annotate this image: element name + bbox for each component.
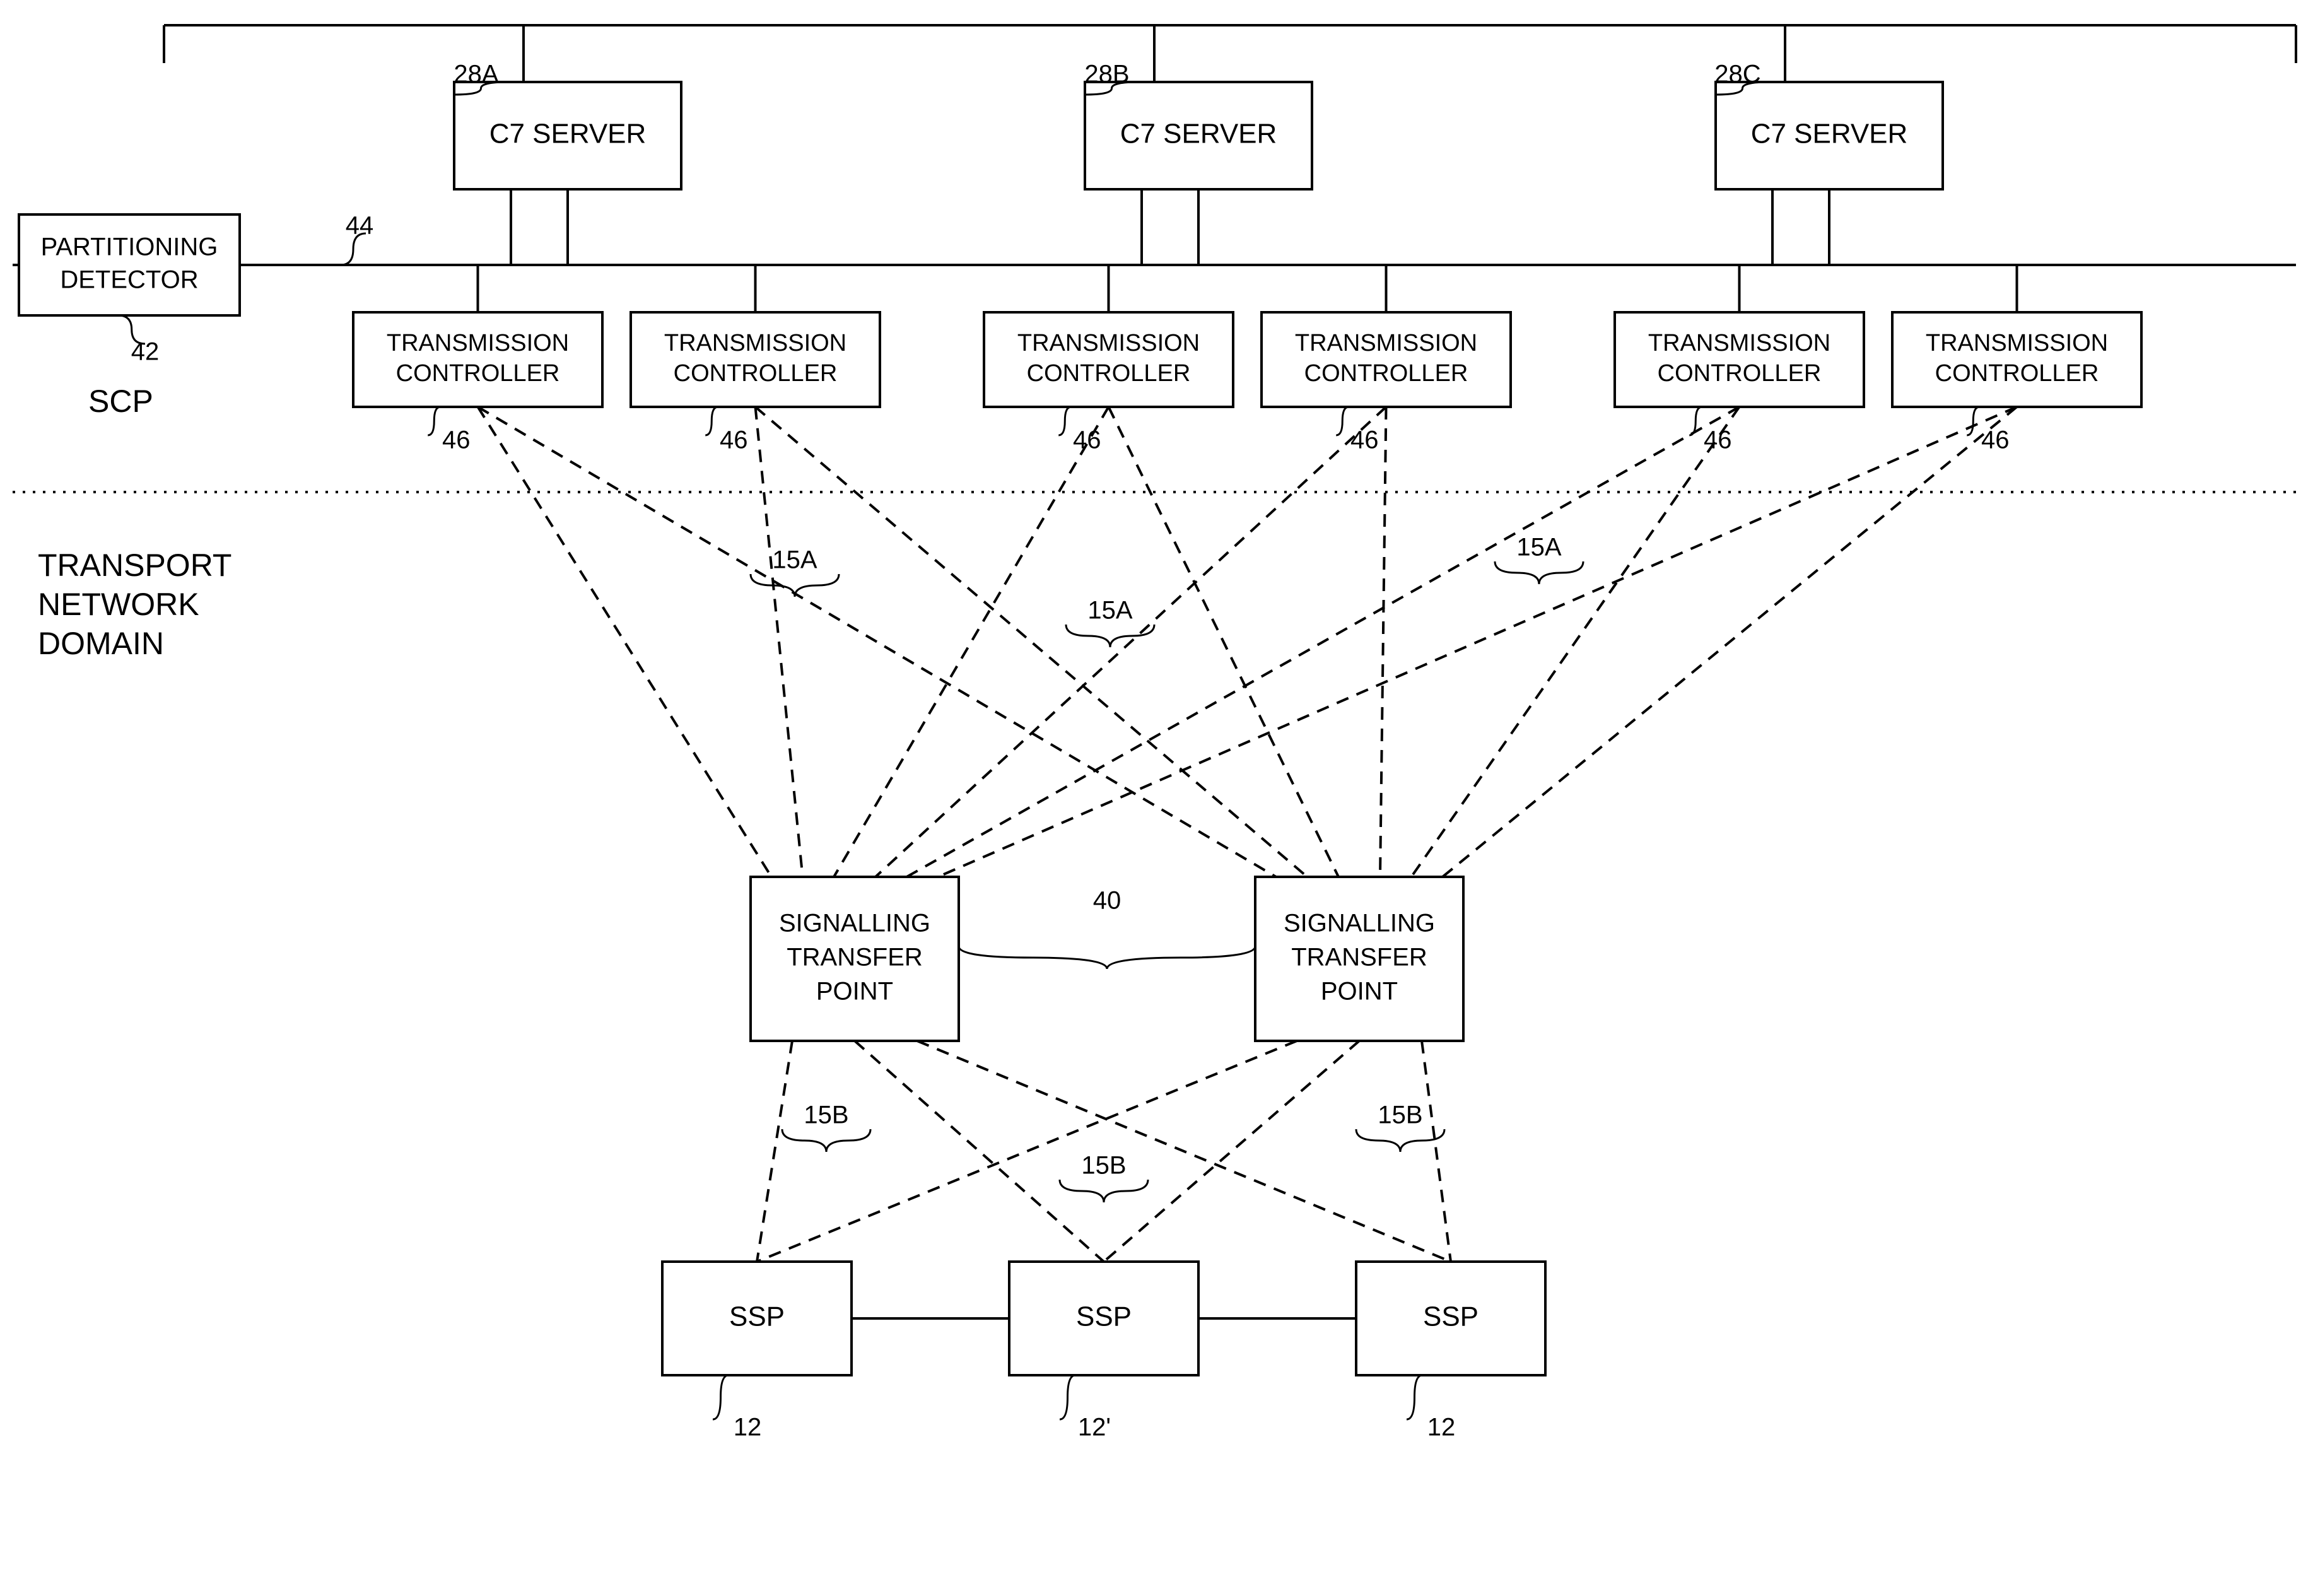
ssp-label: SSP bbox=[1423, 1301, 1479, 1332]
transmission-controller bbox=[1262, 312, 1511, 407]
stp-label: POINT bbox=[1321, 978, 1398, 1006]
brace-40 bbox=[959, 946, 1255, 969]
tx-controller-label: TRANSMISSION bbox=[1295, 330, 1477, 356]
transport-domain-label: TRANSPORT bbox=[38, 548, 231, 583]
link-tx-stp bbox=[1380, 407, 1386, 877]
ref-15B: 15B bbox=[1378, 1101, 1422, 1129]
link-tx-stp bbox=[1443, 407, 2017, 877]
tx-controller-label: CONTROLLER bbox=[396, 360, 560, 387]
ref-15A: 15A bbox=[1516, 534, 1561, 561]
stp-label: SIGNALLING bbox=[1284, 910, 1435, 937]
ref-46: 46 bbox=[442, 426, 471, 454]
transmission-controller bbox=[984, 312, 1233, 407]
ref-28: 28A bbox=[454, 61, 498, 88]
stp-label: SIGNALLING bbox=[779, 910, 930, 937]
tx-controller-label: TRANSMISSION bbox=[1648, 330, 1830, 356]
leader-46 bbox=[428, 407, 440, 435]
link-stp-ssp bbox=[757, 1041, 792, 1262]
partitioning-detector bbox=[19, 214, 240, 315]
ref-40: 40 bbox=[1093, 887, 1121, 915]
link-stp-ssp bbox=[757, 1041, 1297, 1262]
link-stp-ssp bbox=[1104, 1041, 1359, 1262]
leader-46 bbox=[1336, 407, 1349, 435]
c7-server-label: C7 SERVER bbox=[489, 119, 647, 150]
ref-28: 28B bbox=[1084, 61, 1129, 88]
brace-15B bbox=[1356, 1129, 1444, 1152]
ssp-label: SSP bbox=[1076, 1301, 1132, 1332]
brace-15B bbox=[1060, 1180, 1148, 1202]
stp-label: TRANSFER bbox=[1291, 944, 1427, 971]
leader-12 bbox=[1407, 1375, 1422, 1419]
link-tx-stp bbox=[938, 407, 2017, 877]
ref-12: 12' bbox=[1078, 1414, 1111, 1441]
ref-46: 46 bbox=[1350, 426, 1379, 454]
partitioning-detector-label: PARTITIONING bbox=[41, 233, 218, 261]
leader-46 bbox=[1058, 407, 1071, 435]
network-diagram: PARTITIONING DETECTOR 42 44 SCP C7 SERVER 28A C… bbox=[0, 0, 2313, 1596]
ref-15B: 15B bbox=[1081, 1152, 1126, 1180]
leader-12 bbox=[713, 1375, 729, 1419]
c7-server-label: C7 SERVER bbox=[1120, 119, 1277, 150]
transport-domain-label: NETWORK bbox=[38, 587, 199, 622]
link-tx-stp bbox=[1412, 407, 1740, 877]
tx-controller-label: CONTROLLER bbox=[1304, 360, 1468, 387]
tx-controller-label: CONTROLLER bbox=[1935, 360, 2099, 387]
scp-label: SCP bbox=[88, 384, 153, 419]
link-tx-stp bbox=[1109, 407, 1339, 877]
tx-controller-label: TRANSMISSION bbox=[1017, 330, 1200, 356]
tx-controller-label: CONTROLLER bbox=[1658, 360, 1822, 387]
ref-28: 28C bbox=[1714, 61, 1760, 88]
link-stp-ssp bbox=[855, 1041, 1104, 1262]
leader-46 bbox=[705, 407, 718, 435]
tx-controller-label: CONTROLLER bbox=[1027, 360, 1191, 387]
ref-44: 44 bbox=[346, 212, 374, 240]
ref-12: 12 bbox=[734, 1414, 762, 1441]
c7-server-label: C7 SERVER bbox=[1751, 119, 1908, 150]
brace-15B bbox=[782, 1129, 870, 1152]
ref-46: 46 bbox=[1981, 426, 2010, 454]
ref-42: 42 bbox=[131, 338, 160, 366]
tx-controller-label: TRANSMISSION bbox=[664, 330, 846, 356]
link-tx-stp bbox=[478, 407, 1277, 877]
transmission-controller bbox=[1615, 312, 1864, 407]
link-tx-stp bbox=[756, 407, 803, 877]
tx-controller-label: TRANSMISSION bbox=[1926, 330, 2108, 356]
ref-12: 12 bbox=[1427, 1414, 1456, 1441]
brace-15A bbox=[751, 574, 839, 597]
brace-15A bbox=[1066, 625, 1154, 647]
link-tx-stp bbox=[478, 407, 772, 877]
leader-12 bbox=[1060, 1375, 1075, 1419]
transmission-controller bbox=[631, 312, 880, 407]
transport-domain-label: DOMAIN bbox=[38, 626, 164, 661]
ref-15A: 15A bbox=[1087, 597, 1132, 625]
leader-46 bbox=[1967, 407, 1979, 435]
ssp-label: SSP bbox=[729, 1301, 785, 1332]
tx-controller-label: CONTROLLER bbox=[674, 360, 838, 387]
ref-46: 46 bbox=[720, 426, 748, 454]
transmission-controller bbox=[1892, 312, 2141, 407]
ref-46: 46 bbox=[1073, 426, 1101, 454]
link-tx-stp bbox=[907, 407, 1740, 877]
link-stp-ssp bbox=[917, 1041, 1451, 1262]
ref-15A: 15A bbox=[772, 546, 817, 574]
transmission-controller bbox=[353, 312, 602, 407]
brace-15A bbox=[1495, 561, 1583, 584]
ref-15B: 15B bbox=[804, 1101, 848, 1129]
link-tx-stp bbox=[875, 407, 1386, 877]
tx-controller-label: TRANSMISSION bbox=[387, 330, 569, 356]
link-stp-ssp bbox=[1422, 1041, 1451, 1262]
stp-label: POINT bbox=[816, 978, 893, 1006]
partitioning-detector-label: DETECTOR bbox=[60, 266, 198, 294]
stp-label: TRANSFER bbox=[787, 944, 923, 971]
